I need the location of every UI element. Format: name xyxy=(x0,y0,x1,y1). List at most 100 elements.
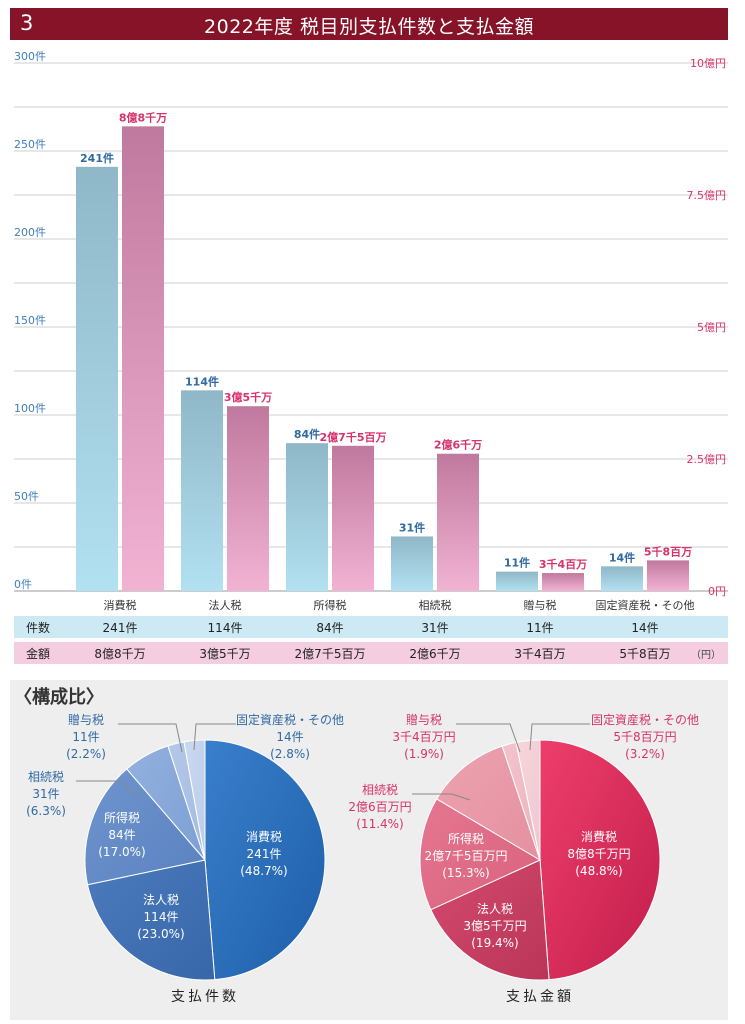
amount-bar xyxy=(332,445,374,591)
slice-name-label: 法人税 xyxy=(477,902,513,916)
slice-name-label: 贈与税 xyxy=(406,712,442,727)
amount-bar xyxy=(542,573,584,591)
slice-value-label: 3千4百万円 xyxy=(392,730,455,744)
count-bar-label: 31件 xyxy=(399,520,425,534)
right-axis-tick-label: 7.5億円 xyxy=(687,189,727,202)
right-axis-tick-label: 0円 xyxy=(708,585,726,598)
count-bar-label: 241件 xyxy=(80,151,114,165)
count-bar-label: 114件 xyxy=(185,374,219,388)
slice-percent-label: (19.4%) xyxy=(471,936,518,950)
slice-percent-label: (48.7%) xyxy=(240,864,287,878)
leader-line xyxy=(412,793,471,801)
slice-percent-label: (48.8%) xyxy=(575,864,622,878)
page-title: 2022年度 税目別支払件数と支払金額 xyxy=(204,16,534,38)
category-label: 相続税 xyxy=(419,598,452,612)
amount-bar-label: 8億8千万 xyxy=(119,110,167,124)
title-bar: 3 2022年度 税目別支払件数と支払金額 xyxy=(10,8,728,40)
slice-percent-label: (11.4%) xyxy=(356,817,403,831)
right-axis-tick-label: 10億円 xyxy=(690,57,726,70)
pie-title: 支払件数 xyxy=(171,989,239,1005)
amount-bar xyxy=(122,126,164,592)
slice-percent-label: (23.0%) xyxy=(137,927,184,941)
slice-name-label: 固定資産税・その他 xyxy=(591,712,699,727)
leader-line xyxy=(76,780,141,797)
slice-name-label: 所得税 xyxy=(448,831,484,846)
slice-value-label: 14件 xyxy=(276,730,303,744)
amount-row-label: 金額 xyxy=(26,646,50,661)
count-row-band xyxy=(14,616,728,638)
amount-row-value: 2億6千万 xyxy=(409,647,460,661)
pie-slice xyxy=(204,739,326,981)
count-row-value: 114件 xyxy=(208,621,243,635)
slice-percent-label: (17.0%) xyxy=(98,845,145,859)
unit-note: （円） xyxy=(691,649,721,661)
slice-percent-label: (2.8%) xyxy=(270,747,310,761)
slice-percent-label: (3.2%) xyxy=(625,747,665,761)
slice-name-label: 贈与税 xyxy=(68,712,104,727)
category-label: 所得税 xyxy=(314,598,347,612)
slice-value-label: 241件 xyxy=(247,847,282,861)
slice-value-label: 114件 xyxy=(144,910,179,924)
slice-name-label: 固定資産税・その他 xyxy=(236,712,344,727)
slice-name-label: 消費税 xyxy=(581,829,617,844)
slice-percent-label: (15.3%) xyxy=(442,866,489,880)
pie-title: 支払金額 xyxy=(506,989,574,1005)
pie-slice xyxy=(539,739,661,981)
left-axis-tick-label: 0件 xyxy=(14,578,32,591)
amount-bar-label: 3千4百万 xyxy=(539,557,587,571)
slice-value-label: 8億8千万円 xyxy=(567,847,630,861)
slice-percent-label: (1.9%) xyxy=(404,747,444,761)
amount-bar-label: 3億5千万 xyxy=(224,390,272,404)
left-axis-tick-label: 300件 xyxy=(14,50,46,63)
right-axis-tick-label: 5億円 xyxy=(697,321,726,334)
left-axis-tick-label: 200件 xyxy=(14,226,46,239)
slice-value-label: 5千8百万円 xyxy=(613,730,676,744)
left-axis-tick-label: 250件 xyxy=(14,138,46,151)
leader-line xyxy=(118,723,183,753)
slice-name-label: 相続税 xyxy=(28,770,64,784)
category-label: 消費税 xyxy=(104,598,137,612)
category-label: 贈与税 xyxy=(524,598,557,612)
count-bar xyxy=(601,566,643,591)
count-bar-label: 14件 xyxy=(609,550,635,564)
slice-value-label: 11件 xyxy=(72,730,99,744)
left-axis-tick-label: 50件 xyxy=(14,490,39,503)
right-axis-tick-label: 2.5億円 xyxy=(687,453,727,466)
count-bar-label: 84件 xyxy=(294,427,320,441)
pie-slice xyxy=(515,739,541,861)
slice-value-label: 31件 xyxy=(32,787,59,801)
amount-bar-label: 2億7千5百万 xyxy=(320,430,387,444)
count-bar xyxy=(181,390,223,591)
slice-name-label: 相続税 xyxy=(362,783,398,797)
category-label: 法人税 xyxy=(209,598,242,612)
slice-name-label: 消費税 xyxy=(246,829,282,844)
count-row-value: 241件 xyxy=(103,621,138,635)
amount-row-value: 2億7千5百万 xyxy=(295,647,366,661)
pie-slice xyxy=(84,768,206,886)
leader-line xyxy=(456,723,521,753)
category-label: 固定資産税・その他 xyxy=(596,598,695,612)
slice-value-label: 2億7千5百万円 xyxy=(425,849,508,863)
composition-heading: 〈構成比〉 xyxy=(14,686,104,708)
pie-slice xyxy=(86,859,216,981)
pie-slice xyxy=(419,798,542,911)
pie-slice xyxy=(436,745,541,862)
amount-bar-label: 5千8百万 xyxy=(644,544,692,558)
slice-percent-label: (2.2%) xyxy=(66,747,106,761)
count-row-value: 11件 xyxy=(526,621,553,635)
left-axis-tick-label: 150件 xyxy=(14,314,46,327)
amount-row-band xyxy=(14,642,728,664)
bar-chart: 0件 50件 100件 150件 200件 250件 300件 0円 2.5億円 5億円 7.5億円… xyxy=(14,50,728,664)
count-bar-label: 11件 xyxy=(504,556,530,570)
amount-bar xyxy=(647,560,689,591)
leader-line xyxy=(193,723,236,751)
slice-value-label: 84件 xyxy=(108,828,135,842)
slice-value-label: 2億6百万円 xyxy=(348,800,411,814)
amount-row-value: 5千8百万 xyxy=(619,647,670,661)
amount-row-value: 8億8千万 xyxy=(94,647,145,661)
slice-name-label: 所得税 xyxy=(104,810,140,825)
count-row-value: 31件 xyxy=(421,621,448,635)
leader-line xyxy=(529,723,590,751)
